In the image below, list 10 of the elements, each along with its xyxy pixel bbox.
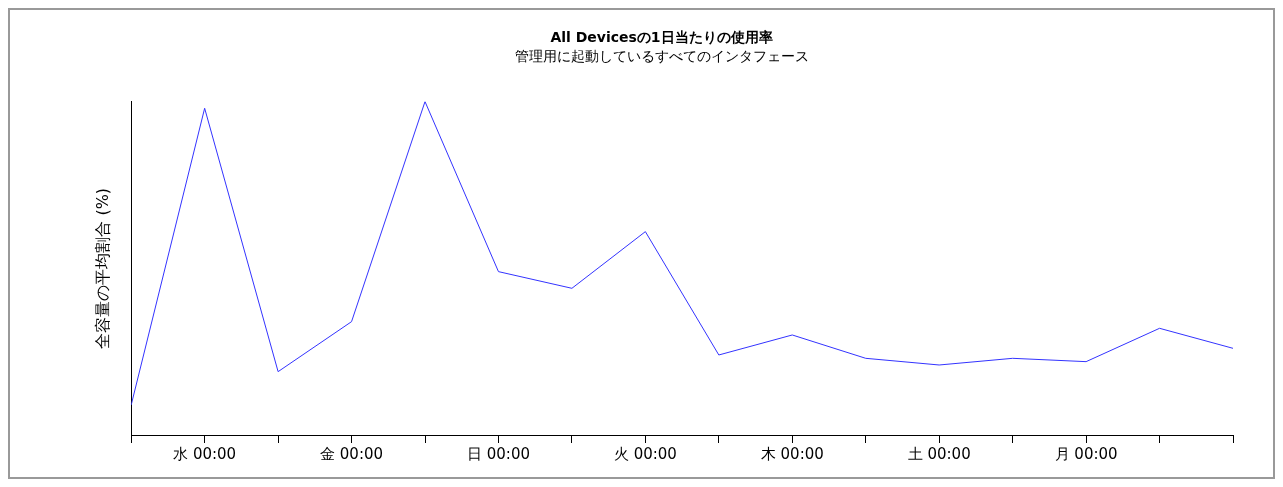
chart-subtitle: 管理用に起動しているすべてのインタフェース: [514, 47, 809, 64]
x-tick-label: 土 00:00: [907, 444, 971, 463]
x-tick-label: 金 00:00: [320, 444, 384, 463]
x-tick-label: 水 00:00: [173, 444, 237, 463]
x-tick-label: 火 00:00: [613, 444, 677, 463]
y-axis-title: 全容量の平均割合 (%): [92, 187, 112, 349]
x-tick-label: 月 00:00: [1054, 444, 1118, 463]
x-tick-label: 日 00:00: [466, 444, 530, 463]
x-tick-label: 木 00:00: [760, 444, 824, 463]
chart-title: All Devicesの1日当たりの使用率: [550, 29, 773, 46]
